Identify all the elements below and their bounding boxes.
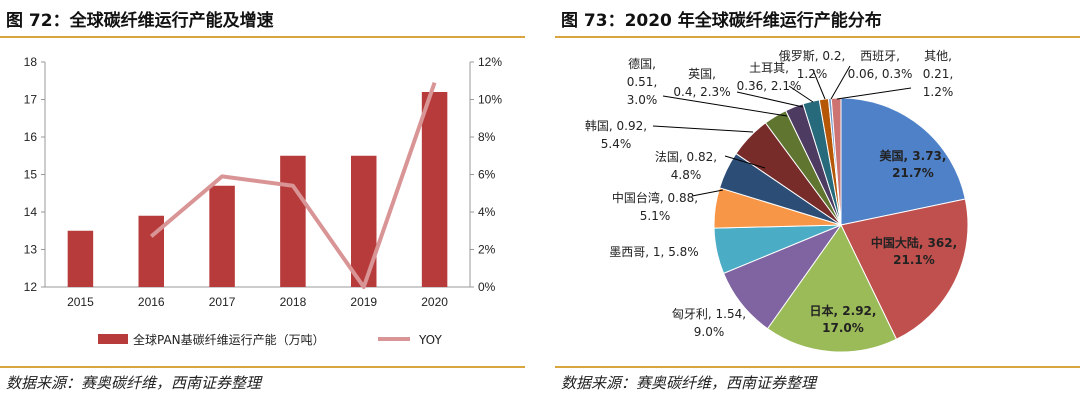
bar-line-chart: 12 13 14 15 16 17 18 0% 2% 4% 6% 8% 10% 12% 2015 2016 20…	[24, 55, 503, 347]
pie-leader-line	[662, 95, 788, 117]
pie-label-line: 其他,	[924, 49, 952, 63]
y2-tick-label: 4%	[478, 205, 496, 219]
pie-label-line: 英国,	[688, 67, 716, 81]
y-tick-label: 17	[24, 93, 38, 107]
pie-label-line: 0.51,	[627, 75, 658, 89]
yoy-line	[149, 81, 437, 289]
left-bottom-rule	[0, 366, 525, 368]
bar-2017	[209, 185, 235, 287]
y2-tick-label: 0%	[478, 280, 496, 294]
pie-leader-line	[830, 65, 851, 100]
pie-label-line: 1.2%	[797, 67, 828, 81]
y-tick-label: 13	[24, 243, 38, 257]
left-source-note: 数据来源：赛奥碳纤维，西南证券整理	[6, 374, 262, 392]
y2-tick-label: 2%	[478, 243, 496, 257]
pie-label-1: 中国大陆, 362, 21.1%	[871, 235, 957, 267]
pie-label-9: 英国, 0.4, 2.3%	[673, 67, 730, 99]
y2-tick-label: 12%	[478, 55, 502, 69]
pie-label-13: 其他, 0.21, 1.2%	[923, 49, 954, 99]
y2-tick-label: 10%	[478, 93, 502, 107]
pie-slice-0	[840, 97, 966, 226]
right-top-rule	[555, 36, 1080, 38]
y2-tick-label: 6%	[478, 168, 496, 182]
pie-label-line: 土耳其,	[749, 61, 789, 75]
pie-label-line: 9.0%	[694, 325, 725, 339]
pie-leader-line	[788, 85, 814, 103]
y-tick-label: 16	[24, 130, 38, 144]
y-tick-label: 14	[24, 205, 38, 219]
pie-leader-line	[812, 69, 826, 100]
pie-label-6: 法国, 0.82, 4.8%	[655, 150, 717, 182]
pie-label-line: 1.2%	[923, 85, 954, 99]
legend-bar-label: 全球PAN基碳纤维运行产能（万吨）	[133, 332, 325, 347]
pie-label-line: 法国, 0.82,	[655, 150, 717, 164]
x-tick-label: 2019	[350, 295, 377, 309]
pie-label-10: 土耳其, 0.36, 2.1%	[737, 61, 802, 93]
pie-label-line: 德国,	[628, 56, 656, 71]
pie-label-line: 21.1%	[893, 253, 935, 267]
pie-label-4: 墨西哥, 1, 5.8%	[609, 245, 698, 259]
pie-label-line: 韩国, 0.92,	[585, 118, 647, 133]
pie-label-line: 日本, 2.92,	[810, 303, 877, 318]
legend-line-label: YOY	[418, 333, 442, 347]
y-tick-label: 12	[24, 280, 38, 294]
pie-label-line: 0.21,	[923, 67, 954, 81]
pie-label-line: 5.4%	[601, 137, 632, 151]
x-tick-label: 2020	[421, 295, 448, 309]
x-tick-label: 2015	[67, 295, 94, 309]
pie-label-line: 中国台湾, 0.88,	[612, 190, 698, 205]
pie-label-3: 匈牙利, 1.54, 9.0%	[672, 307, 746, 339]
right-figure-title: 图 73：2020 年全球碳纤维运行产能分布	[561, 11, 882, 31]
y-tick-label: 15	[24, 168, 38, 182]
y2-tick-label: 8%	[478, 130, 496, 144]
pie-label-line: 西班牙,	[860, 49, 900, 63]
y-tick-label: 18	[24, 55, 38, 69]
left-figure-title: 图 72：全球碳纤维运行产能及增速	[6, 11, 274, 31]
left-top-rule	[0, 36, 525, 38]
pie-label-line: 墨西哥, 1, 5.8%	[609, 245, 698, 259]
pie-label-8: 德国, 0.51, 3.0%	[627, 56, 658, 107]
pie-label-line: 17.0%	[822, 321, 864, 335]
bar-2018	[280, 155, 306, 287]
pie-leader-line	[652, 125, 754, 133]
right-bottom-rule	[555, 366, 1080, 368]
pie-chart: 美国, 3.73, 21.7% 中国大陆, 362, 21.1% 日本, 2.92, 17…	[585, 49, 969, 353]
pie-label-line: 5.1%	[640, 209, 671, 223]
pie-label-line: 中国大陆, 362,	[871, 235, 957, 250]
right-source-note: 数据来源：赛奥碳纤维，西南证券整理	[561, 374, 817, 392]
pie-slice-1	[840, 198, 969, 340]
pie-label-line: 0.06, 0.3%	[848, 67, 913, 81]
bar-2020	[421, 92, 448, 287]
pie-label-line: 匈牙利, 1.54,	[672, 307, 746, 321]
pie-label-2: 日本, 2.92, 17.0%	[810, 303, 877, 335]
bar-2015	[67, 230, 94, 287]
pie-label-line: 4.8%	[671, 168, 702, 182]
right-panel: 图 73：2020 年全球碳纤维运行产能分布 美国, 3.73, 21.7% 中国大…	[555, 0, 1080, 401]
pie-label-line: 美国, 3.73,	[880, 148, 947, 163]
x-tick-label: 2016	[138, 295, 165, 309]
pie-label-5: 中国台湾, 0.88, 5.1%	[612, 190, 698, 223]
pie-label-0: 美国, 3.73, 21.7%	[880, 148, 947, 180]
x-tick-label: 2018	[280, 295, 307, 309]
pie-leader-line	[724, 155, 766, 169]
pie-leader-line	[691, 189, 724, 197]
left-panel: 图 72：全球碳纤维运行产能及增速 12 13 14 15 16 17 18 0% 2% 4% 6%…	[0, 0, 525, 401]
pie-label-line: 21.7%	[892, 166, 934, 180]
pie-label-line: 俄罗斯, 0.2,	[779, 49, 846, 63]
pie-leader-line	[736, 91, 804, 108]
pie-label-line: 0.36, 2.1%	[737, 79, 802, 93]
legend-bar-swatch	[98, 334, 128, 344]
pie-slice-2	[766, 224, 898, 353]
pie-label-line: 0.4, 2.3%	[673, 85, 730, 99]
pie-slices	[713, 97, 969, 353]
pie-leader-line	[836, 87, 912, 100]
pie-label-7: 韩国, 0.92, 5.4%	[585, 118, 647, 151]
pie-label-11: 俄罗斯, 0.2, 1.2%	[779, 49, 846, 81]
x-tick-label: 2017	[209, 295, 236, 309]
pie-label-12: 西班牙, 0.06, 0.3%	[848, 49, 913, 81]
pie-label-line: 3.0%	[627, 93, 658, 107]
